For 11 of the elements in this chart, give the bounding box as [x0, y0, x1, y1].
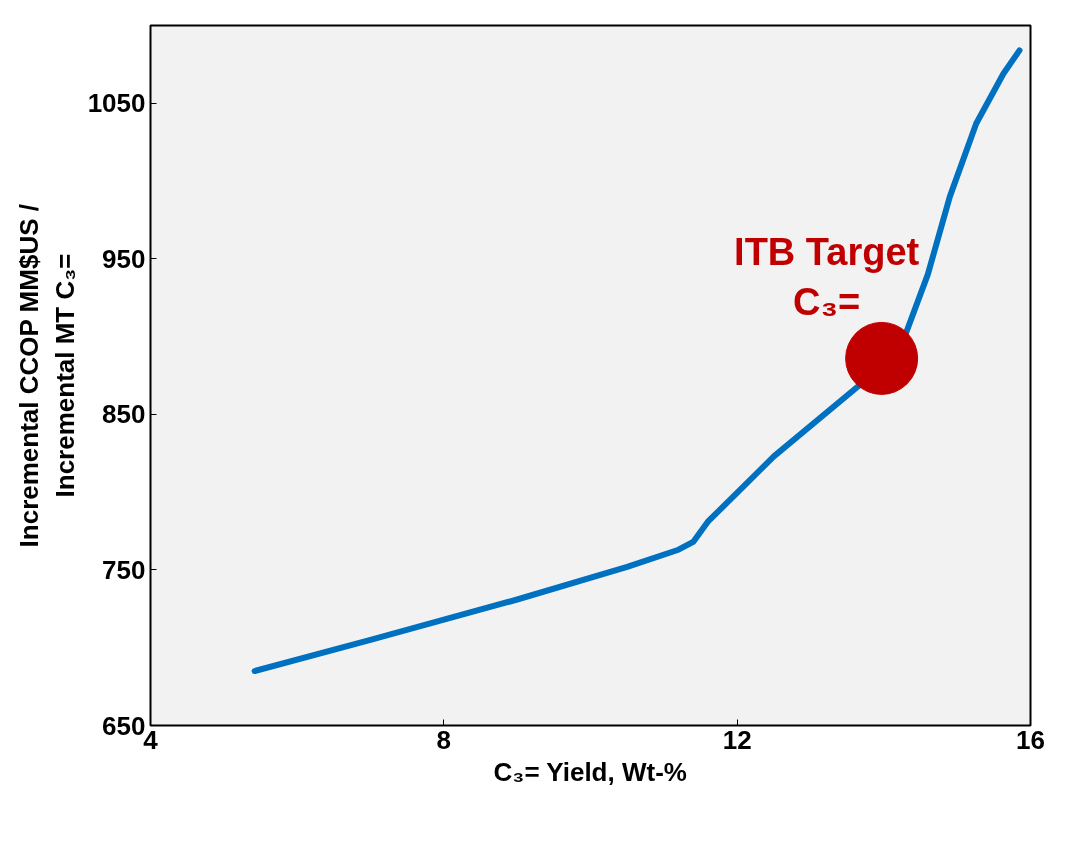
- y-tick-label: 1050: [87, 88, 146, 119]
- x-tick-label: 16: [1016, 724, 1045, 755]
- x-tick-label: 8: [436, 724, 452, 755]
- y-tick-label: 650: [102, 710, 146, 741]
- x-axis-title: C₃= Yield, Wt-%: [493, 756, 687, 787]
- y-tick-label: 750: [102, 554, 146, 585]
- y-tick-label: 850: [102, 399, 146, 430]
- annotation: ITB Target C₃=: [734, 230, 920, 324]
- y-axis-title: Incremental CCOP MM$US / Incremental MT C₃=: [13, 204, 80, 548]
- y-tick-label: 950: [102, 243, 146, 274]
- x-tick-label: 12: [722, 724, 752, 755]
